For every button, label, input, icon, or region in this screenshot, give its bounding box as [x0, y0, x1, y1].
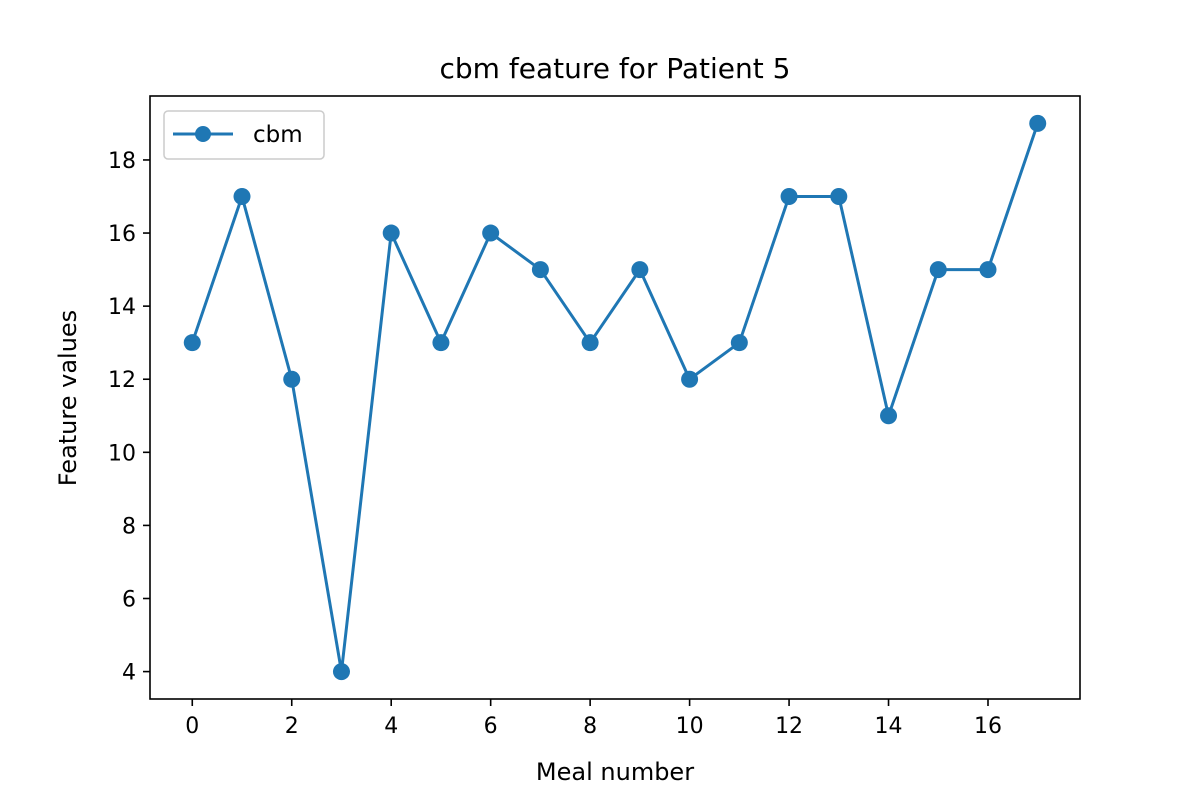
legend-box	[163, 110, 325, 160]
x-axis-label: Meal number	[536, 758, 694, 786]
y-tick-label: 6	[122, 588, 136, 613]
data-point	[531, 261, 549, 279]
legend-label-cbm: cbm	[253, 122, 303, 148]
series-line-cbm	[190, 122, 1040, 674]
x-tick-label: 8	[583, 714, 597, 739]
series-points-cbm	[183, 114, 1047, 681]
data-point	[432, 334, 450, 352]
data-point	[979, 261, 997, 279]
y-axis: 4 6 8 10 12 14 16 18	[108, 149, 150, 686]
y-tick-label: 10	[108, 441, 136, 466]
data-point	[382, 224, 400, 242]
x-tick-label: 4	[384, 714, 398, 739]
data-point	[183, 334, 201, 352]
data-point	[482, 224, 500, 242]
y-tick-label: 14	[108, 295, 136, 320]
legend-marker-icon	[195, 126, 211, 142]
data-point	[233, 188, 251, 205]
x-axis: 0 2 4 6 8 10 12 14 16	[185, 699, 1002, 739]
y-tick-label: 4	[122, 661, 136, 686]
x-tick-label: 12	[775, 714, 803, 739]
data-point	[880, 407, 898, 425]
chart-title: cbm feature for Patient 5	[440, 52, 791, 85]
plot-area	[149, 95, 1081, 700]
x-tick-label: 0	[185, 714, 199, 739]
x-tick-label: 2	[285, 714, 299, 739]
y-tick-label: 8	[122, 514, 136, 539]
data-point	[581, 334, 599, 352]
data-point	[332, 663, 350, 681]
x-tick-label: 16	[974, 714, 1002, 739]
data-point	[929, 261, 947, 279]
data-point	[730, 334, 748, 352]
data-point	[681, 370, 699, 388]
x-tick-label: 10	[676, 714, 704, 739]
data-point	[283, 370, 301, 388]
data-point	[780, 188, 798, 205]
data-point	[631, 261, 649, 279]
y-axis-label: Feature values	[54, 310, 82, 486]
y-tick-label: 18	[108, 149, 136, 174]
x-tick-label: 6	[484, 714, 498, 739]
legend: cbm	[163, 110, 325, 160]
y-tick-label: 12	[108, 368, 136, 393]
x-tick-label: 14	[875, 714, 903, 739]
data-point	[1029, 114, 1047, 132]
plot-frame	[149, 95, 1081, 700]
data-point	[830, 188, 848, 205]
y-tick-label: 16	[108, 222, 136, 247]
